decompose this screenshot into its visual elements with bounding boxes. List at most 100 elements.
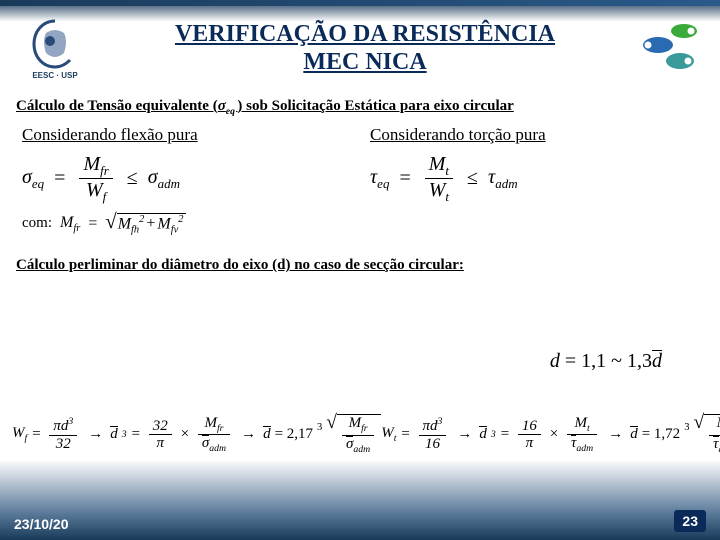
dcalc-dbar: d	[652, 350, 662, 373]
frac-pid3-16: πd3 16	[419, 417, 447, 452]
formula-torcao: τeq = Mt Wt ≤ τadm	[370, 153, 698, 205]
eq1: =	[31, 426, 41, 443]
sigmabar-sub: adm	[209, 443, 226, 454]
den16: 16	[421, 436, 444, 453]
times2: ×	[549, 426, 559, 443]
footer-date: 23/10/20	[14, 516, 69, 532]
col-torcao: Considerando torção pura τeq = Mt Wt ≤ τ…	[370, 125, 698, 235]
col-flexao-title: Considerando flexão pura	[22, 125, 350, 145]
dbar-sup: 3	[122, 429, 127, 440]
denpir: π	[522, 435, 538, 452]
rd-sub: adm	[353, 444, 370, 455]
num-Msub: fr	[100, 163, 109, 178]
dbar2r: d	[630, 426, 638, 442]
eq2r: =	[500, 426, 510, 443]
section2-heading: Cálculo perliminar do diâmetro do eixo (…	[16, 257, 704, 274]
cuberoot-left: Mfr σadm	[326, 414, 381, 455]
frac-32-pi: 32π	[149, 418, 172, 452]
heading-sigma-sub: eq	[226, 106, 238, 117]
d-approx-box: d = 1,1 ~ 1,3d	[542, 348, 670, 375]
coef-left: = 2,17	[275, 426, 313, 443]
mfr2-sub: fr	[217, 423, 224, 434]
frac-mt-wt: Mt Wt	[425, 153, 453, 205]
heading-text-post: ) sob Solicitação Estática para eixo cir…	[237, 98, 513, 114]
taubar-sub: adm	[576, 443, 593, 454]
num-Mtsub: t	[445, 163, 449, 178]
sigma-eq-sub: eq	[32, 176, 44, 191]
com-label: com:	[22, 215, 52, 232]
rn: M	[349, 415, 362, 431]
num-M: M	[83, 153, 100, 175]
wt-W: W	[381, 425, 394, 441]
sigma-adm: σ	[148, 166, 158, 188]
tau-adm-sub: adm	[495, 176, 517, 191]
dcalc-eq: = 1,1 ~ 1,3	[565, 350, 652, 372]
title-line1: VERIFICAÇÃO DA RESISTÊNCIA	[175, 21, 555, 47]
col-flexao: Considerando flexão pura σeq = Mfr Wf ≤ …	[22, 125, 350, 235]
mfr: M	[60, 214, 73, 231]
num-Mt: M	[429, 153, 446, 175]
den-Wsub: f	[103, 189, 107, 204]
arrow2: →	[241, 426, 256, 443]
section1-heading: Cálculo de Tensão equivalente (σeq ) sob…	[16, 98, 704, 117]
bottom-formula-row: Wf = πd3 32 → d3 = 32π × Mfr σadm → d = …	[4, 408, 716, 461]
rnr: M	[717, 415, 720, 431]
sigma-adm-sub: adm	[158, 176, 180, 191]
root-frac-left: Mfr σadm	[342, 415, 374, 455]
arrow1: →	[88, 426, 103, 443]
cube-root-3r: 3	[684, 422, 689, 433]
pid3-sup: 3	[68, 416, 73, 427]
pid3r: πd	[423, 418, 438, 434]
equals-b: =	[399, 167, 410, 190]
logo-gears	[640, 21, 700, 78]
heading-text-pre: Cálculo de Tensão equivalente (	[16, 98, 218, 114]
taubar: τ	[571, 435, 576, 451]
denpi: π	[152, 435, 168, 452]
cube-root-3: 3	[317, 422, 322, 433]
slide-header: EESC · USP VERIFICAÇÃO DA RESISTÊNCIA ME…	[0, 6, 720, 88]
frac-pid3-32: πd3 32	[49, 417, 77, 452]
heading-sigma: σ	[218, 98, 226, 114]
mfh-sub: fh	[131, 224, 139, 235]
leq-b: ≤	[467, 167, 478, 190]
num32: 32	[149, 418, 172, 435]
den-W: W	[86, 179, 103, 201]
den32: 32	[52, 436, 75, 453]
den-Wtsub: t	[445, 189, 449, 204]
mfr-sub: fr	[73, 223, 80, 234]
cuberoot-right: Mt τadm	[693, 414, 720, 455]
frac-16-pi: 16π	[518, 418, 541, 452]
pid3r-sup: 3	[438, 416, 443, 427]
dbar: d	[110, 426, 118, 442]
arrow2r: →	[608, 426, 623, 443]
equals2: =	[88, 215, 97, 233]
eq1r: =	[400, 426, 410, 443]
frac-mfr-sigma: Mfr σadm	[198, 415, 230, 455]
tau-eq-sub: eq	[377, 176, 389, 191]
frac-mt-tau: Mt τadm	[567, 415, 597, 455]
col-torcao-title: Considerando torção pura	[370, 125, 698, 145]
rdr: τ	[713, 436, 718, 452]
sigmabar: σ	[202, 435, 209, 451]
mfv: M	[157, 215, 170, 232]
slide-footer: 23/10/20 23	[0, 492, 720, 540]
formula-two-column: Considerando flexão pura σeq = Mfr Wf ≤ …	[16, 121, 704, 243]
dbar2: d	[263, 426, 271, 442]
sigma-eq: σ	[22, 166, 32, 188]
leq: ≤	[127, 167, 138, 190]
formula-wt: Wt = πd3 16 → d3 = 16π × Mt τadm → d = 1…	[381, 414, 720, 455]
mt2-sub: t	[587, 423, 590, 434]
times1: ×	[180, 426, 190, 443]
sqrt-mfh-mfv: Mfh2 + Mfv2	[105, 213, 186, 236]
arrow1r: →	[457, 426, 472, 443]
pid3: πd	[53, 418, 68, 434]
mfv-sub: fv	[171, 224, 179, 235]
plus: +	[146, 215, 155, 233]
formula-flexao: σeq = Mfr Wf ≤ σadm	[22, 153, 350, 205]
root-frac-right: Mt τadm	[709, 415, 720, 455]
logo-caption: EESC · USP	[32, 71, 77, 80]
slide-number: 23	[674, 510, 706, 532]
equals: =	[54, 167, 65, 190]
mfv-sup: 2	[178, 214, 183, 225]
mt2: M	[575, 415, 588, 431]
